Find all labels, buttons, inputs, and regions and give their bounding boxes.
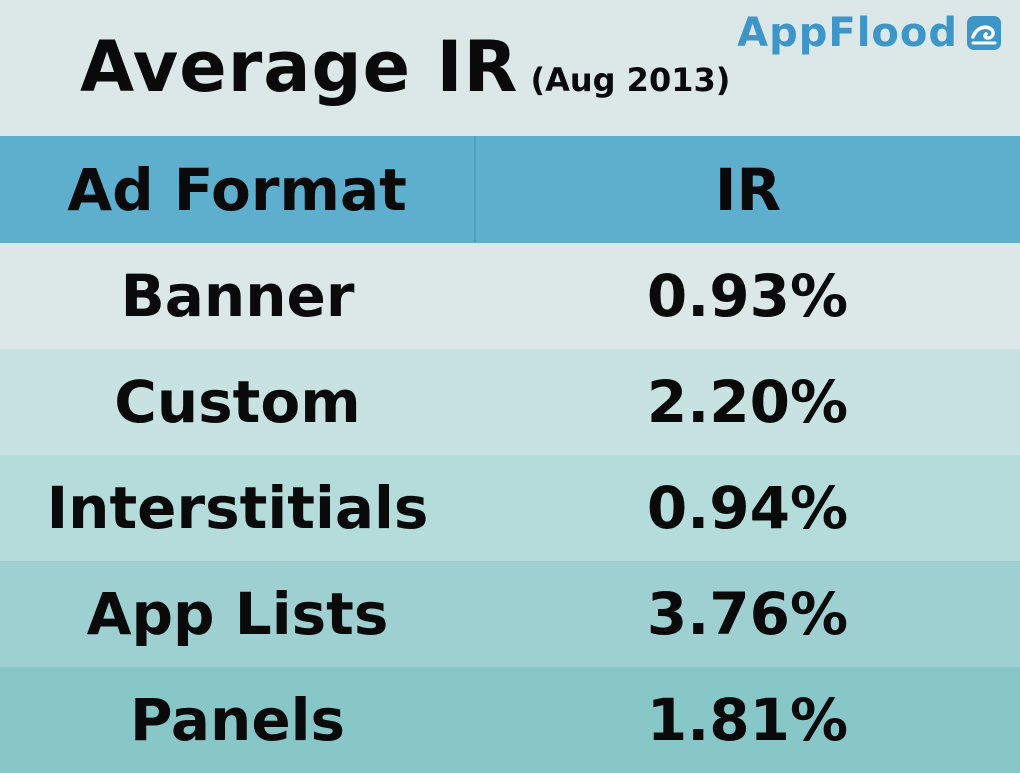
table-row: Banner 0.93% [0,243,1020,349]
ir-table: Ad Format IR Banner 0.93% Custom 2.20% I… [0,136,1020,773]
column-header-ad-format: Ad Format [0,136,476,243]
ad-format-cell: App Lists [0,561,475,667]
ad-format-cell: Interstitials [0,455,475,561]
table-body: Banner 0.93% Custom 2.20% Interstitials … [0,243,1020,773]
ir-value-cell: 3.76% [475,561,1020,667]
page-title: Average IR (Aug 2013) [80,26,730,108]
title-text: Average IR [80,26,519,108]
table-row: App Lists 3.76% [0,561,1020,667]
ir-value-cell: 2.20% [475,349,1020,455]
table-header-row: Ad Format IR [0,136,1020,243]
subtitle-text: (Aug 2013) [530,61,731,99]
table-row: Interstitials 0.94% [0,455,1020,561]
table-row: Custom 2.20% [0,349,1020,455]
brand-name: AppFlood [737,10,958,56]
column-header-ir: IR [475,136,1020,243]
wave-icon [967,16,1001,50]
brand-logo: AppFlood [737,10,1002,56]
ad-format-cell: Custom [0,349,475,455]
table-row: Panels 1.81% [0,667,1020,773]
ad-format-cell: Panels [0,667,475,773]
header: Average IR (Aug 2013) AppFlood [0,0,1020,136]
ir-value-cell: 1.81% [475,667,1020,773]
ir-value-cell: 0.94% [475,455,1020,561]
ad-format-cell: Banner [0,243,475,349]
ir-value-cell: 0.93% [475,243,1020,349]
